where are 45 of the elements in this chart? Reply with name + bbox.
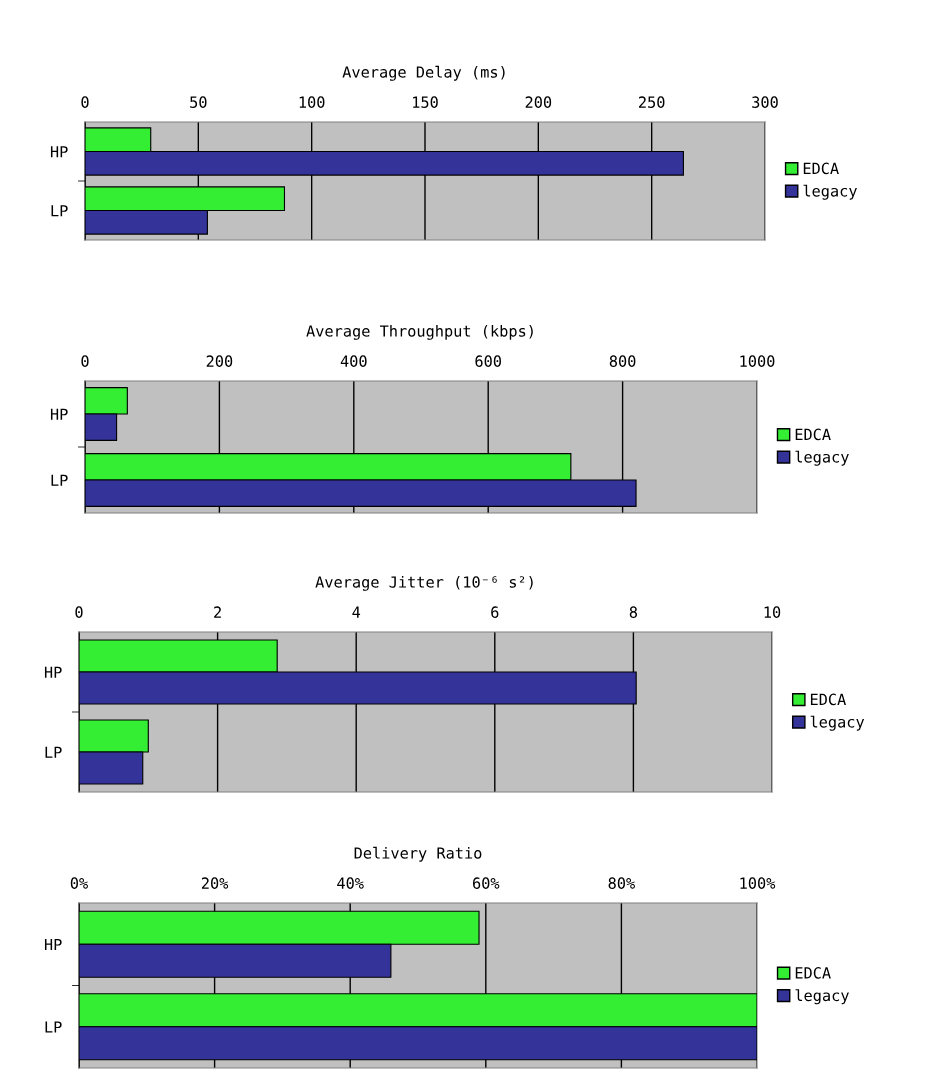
y-tick-label: HP — [50, 146, 68, 158]
x-tick-label: 200 — [206, 355, 233, 367]
x-tick-label: 400 — [340, 355, 367, 367]
chart-title: Average Delay (ms) — [342, 65, 505, 81]
x-tick-label: 6 — [491, 606, 499, 618]
x-tick-label: 4 — [352, 606, 361, 618]
x-tick-label: 200 — [525, 96, 552, 108]
x-tick-label: 0 — [81, 96, 89, 108]
y-tick-label: LP — [45, 746, 62, 758]
x-tick-label: 8 — [629, 606, 638, 618]
chart-title: Average Throughput (kbps) — [306, 324, 533, 340]
x-tick-label: 150 — [413, 96, 438, 108]
y-tick-label: LP — [45, 1021, 62, 1033]
y-tick-label: HP — [50, 408, 68, 420]
x-tick-label: 800 — [609, 355, 636, 367]
legend-label: legacy — [810, 715, 865, 731]
x-tick-label: 80% — [608, 877, 635, 889]
legend-label: legacy — [795, 989, 849, 1005]
x-tick-label: 40% — [337, 877, 364, 889]
x-tick-label: 250 — [639, 96, 665, 108]
x-tick-label: 100 — [299, 96, 325, 108]
x-tick-label: 20% — [201, 877, 229, 889]
x-tick-label: 600 — [475, 355, 502, 367]
x-tick-label: 60% — [473, 877, 500, 889]
x-tick-label: 0% — [70, 877, 88, 889]
legend-label: legacy — [803, 184, 857, 200]
y-tick-label: LP — [51, 205, 68, 217]
x-tick-label: 1000 — [740, 355, 775, 367]
legend-label: EDCA — [803, 162, 839, 175]
y-tick-label: LP — [51, 474, 68, 486]
y-tick-label: HP — [44, 938, 62, 951]
legend-label: EDCA — [810, 693, 846, 706]
legend-label: EDCA — [795, 967, 831, 979]
x-tick-label: 0 — [81, 355, 89, 367]
x-tick-label: 10 — [764, 606, 781, 618]
y-tick-label: HP — [44, 666, 62, 678]
x-tick-label: 2 — [214, 606, 221, 618]
x-tick-label: 50 — [190, 96, 207, 108]
chart-title: Delivery Ratio — [354, 846, 482, 862]
x-tick-label: 0 — [75, 606, 83, 618]
legend-label: EDCA — [795, 428, 831, 441]
x-tick-label: 300 — [752, 96, 778, 108]
chart-title: Average Jitter (10⁻⁶ s²) — [315, 575, 533, 591]
legend-label: legacy — [795, 450, 849, 466]
x-tick-label: 100% — [740, 877, 776, 889]
